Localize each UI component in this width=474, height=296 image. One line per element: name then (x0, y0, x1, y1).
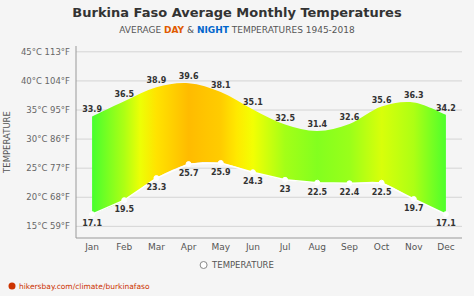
grid-line (76, 80, 462, 81)
night-marker (90, 212, 95, 217)
legend: TEMPERATURE (200, 260, 274, 270)
y-tick-label: 15°C 59°F (26, 221, 70, 231)
y-tick-label: 35°C 95°F (26, 105, 70, 115)
watermark: hikersbay.com/climate/burkinafaso (19, 282, 150, 291)
background (0, 0, 474, 296)
night-data-label: 17.1 (436, 219, 456, 228)
legend-marker (200, 262, 207, 269)
night-data-label: 23 (280, 185, 291, 194)
y-tick-label: 45°C 113°F (21, 47, 70, 57)
night-data-label: 25.7 (179, 169, 199, 178)
night-marker (250, 170, 255, 175)
day-data-label: 36.5 (114, 90, 134, 99)
x-tick-label: Jun (245, 242, 260, 252)
night-data-label: 22.4 (340, 188, 360, 197)
y-tick-label: 40°C 104°F (21, 76, 70, 86)
x-tick-label: Jan (84, 242, 99, 252)
y-axis (76, 46, 77, 238)
night-marker (379, 180, 384, 185)
subtitle-part: TEMPERATURES 1945-2018 (229, 25, 355, 35)
night-marker (186, 162, 191, 167)
watermark-icon (9, 283, 16, 290)
day-data-label: 33.9 (82, 105, 102, 114)
night-marker (347, 181, 352, 186)
chart: Burkina Faso Average Monthly Temperature… (0, 0, 474, 296)
night-data-label: 22.5 (307, 188, 327, 197)
grid-line (76, 197, 462, 198)
day-data-label: 35.6 (372, 96, 392, 105)
day-data-label: 32.6 (340, 113, 360, 122)
x-tick-label: Apr (181, 242, 197, 252)
day-data-label: 38.1 (211, 81, 231, 90)
day-data-label: 34.2 (436, 104, 456, 113)
grid (76, 52, 462, 227)
night-marker (411, 197, 416, 202)
title: Burkina Faso Average Monthly Temperature… (72, 5, 402, 20)
night-marker (122, 198, 127, 203)
subtitle-part: DAY (164, 25, 185, 35)
x-axis (76, 238, 462, 239)
x-tick-label: Sep (341, 242, 358, 252)
grid-line (76, 51, 462, 52)
temperature-range-area (92, 83, 446, 214)
night-data-label: 17.1 (82, 219, 102, 228)
subtitle: AVERAGE DAY & NIGHT TEMPERATURES 1945-20… (119, 25, 355, 35)
subtitle-part: AVERAGE (119, 25, 164, 35)
night-data-label: 25.9 (211, 168, 231, 177)
night-marker (443, 212, 448, 217)
legend-label: TEMPERATURE (211, 260, 274, 270)
day-data-label: 38.9 (147, 76, 167, 85)
x-tick-label: Aug (308, 242, 326, 252)
night-line (92, 163, 446, 214)
night-marker (315, 180, 320, 185)
night-data-label: 22.5 (372, 188, 392, 197)
night-data-label: 24.3 (243, 177, 263, 186)
grid-line (76, 226, 462, 227)
x-tick-label: Feb (116, 242, 132, 252)
x-tick-label: Jul (279, 242, 291, 252)
x-tick-label: Mar (148, 242, 165, 252)
x-tick-label: May (211, 242, 230, 252)
night-marker (154, 176, 159, 181)
night-marker (283, 177, 288, 182)
night-marker (218, 160, 223, 165)
night-data-label: 19.7 (404, 204, 424, 213)
y-axis-label: TEMPERATURE (2, 111, 12, 174)
x-tick-label: Nov (405, 242, 423, 252)
night-data-label: 23.3 (147, 183, 167, 192)
x-tick-label: Dec (437, 242, 454, 252)
day-data-label: 31.4 (307, 120, 327, 129)
y-tick-label: 20°C 68°F (26, 192, 70, 202)
subtitle-part: & (184, 25, 197, 35)
day-data-label: 39.6 (179, 72, 199, 81)
plot-area (90, 83, 449, 217)
night-data-label: 19.5 (114, 205, 134, 214)
x-tick-label: Oct (374, 242, 390, 252)
subtitle-part: NIGHT (197, 25, 230, 35)
day-data-label: 36.3 (404, 91, 424, 100)
day-data-label: 35.1 (243, 98, 263, 107)
y-tick-label: 30°C 86°F (26, 134, 70, 144)
y-tick-label: 25°C 77°F (26, 163, 70, 173)
day-data-label: 32.5 (275, 114, 295, 123)
